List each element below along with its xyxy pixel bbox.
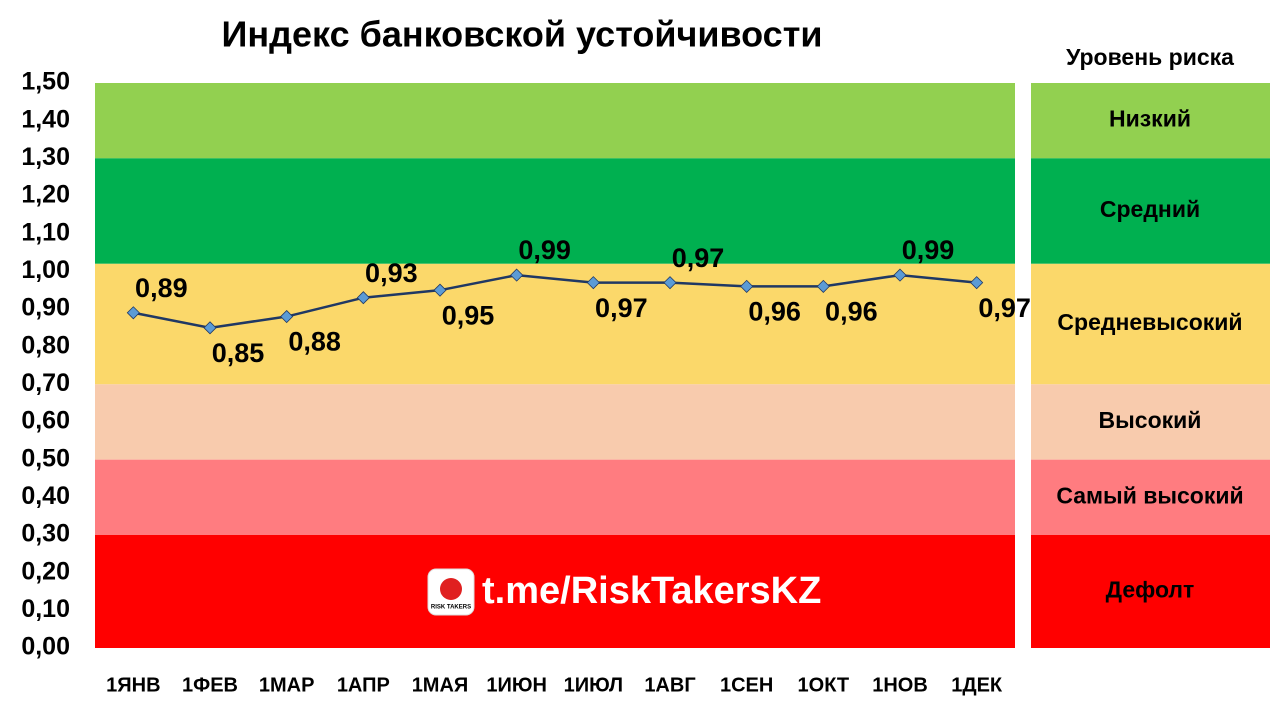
legend-label: Средневысокий [1057, 309, 1242, 335]
data-point [893, 268, 907, 282]
x-tick-label: 1ИЮН [486, 674, 547, 696]
data-point [816, 279, 830, 293]
data-point [433, 283, 447, 297]
data-label: 0,96 [748, 297, 801, 327]
data-point [740, 279, 754, 293]
data-point [586, 276, 600, 290]
y-tick-label: 0,40 [21, 482, 70, 510]
watermark: RISK TAKERS t.me/RiskTakersKZ [427, 568, 821, 616]
data-label: 0,99 [902, 235, 955, 265]
data-label: 0,88 [288, 327, 341, 357]
x-tick-label: 1ОКТ [798, 674, 850, 696]
chart-title: Индекс банковской устойчивости [222, 14, 823, 55]
x-tick-label: 1НОВ [872, 674, 928, 696]
x-tick-label: 1ИЮЛ [564, 674, 623, 696]
y-tick-label: 1,10 [21, 218, 70, 246]
risk-band [95, 83, 1015, 159]
x-tick-label: 1МАР [259, 674, 315, 696]
data-point [280, 309, 294, 324]
y-tick-label: 1,50 [21, 68, 70, 96]
legend-band [1031, 384, 1270, 460]
data-point [510, 268, 524, 282]
x-tick-label: 1ДЕК [951, 674, 1003, 696]
legend-band [1031, 535, 1270, 648]
x-tick-label: 1ЯНВ [106, 674, 160, 696]
data-point [203, 321, 217, 335]
y-tick-label: 0,70 [21, 369, 70, 397]
risk-band [95, 459, 1015, 535]
data-point [970, 276, 984, 290]
x-tick-label: 1АПР [337, 674, 390, 696]
y-tick-label: 1,30 [21, 143, 70, 171]
data-label: 0,89 [135, 273, 188, 303]
y-tick-label: 0,00 [21, 633, 70, 661]
y-tick-label: 0,50 [21, 444, 70, 472]
data-label: 0,95 [442, 300, 495, 330]
x-tick-label: 1АВГ [644, 674, 695, 696]
y-tick-label: 0,30 [21, 520, 70, 548]
legend-label: Дефолт [1106, 577, 1195, 603]
x-tick-label: 1ФЕВ [182, 674, 238, 696]
legend-band [1031, 459, 1270, 535]
x-tick-label: 1МАЯ [412, 674, 469, 696]
y-tick-label: 0,10 [21, 595, 70, 623]
data-point [663, 276, 677, 290]
data-point [356, 291, 370, 305]
legend-label: Средний [1100, 196, 1200, 222]
watermark-icon-text: RISK TAKERS [431, 605, 471, 611]
y-tick-label: 1,40 [21, 105, 70, 133]
data-label: 0,96 [825, 297, 878, 327]
legend-label: Самый высокий [1056, 482, 1243, 508]
watermark-text: t.me/RiskTakersKZ [482, 570, 821, 612]
legend-label: Высокий [1099, 407, 1202, 433]
series-line [133, 273, 977, 330]
y-tick-label: 0,60 [21, 407, 70, 435]
risk-band [95, 384, 1015, 460]
watermark-bomb [440, 578, 462, 600]
risk-band [95, 535, 1015, 648]
y-tick-label: 0,80 [21, 331, 70, 359]
data-label: 0,99 [518, 235, 571, 265]
legend-label: Низкий [1109, 106, 1191, 132]
y-tick-label: 1,00 [21, 256, 70, 284]
y-tick-label: 0,90 [21, 294, 70, 322]
risk-band [95, 158, 1015, 264]
data-label: 0,85 [212, 338, 265, 368]
data-label: 0,97 [672, 243, 725, 273]
legend-title: Уровень риска [1066, 44, 1234, 70]
risk-band [95, 263, 1015, 385]
y-tick-label: 1,20 [21, 181, 70, 209]
data-point [126, 306, 140, 320]
legend-band [1031, 158, 1270, 264]
legend-band [1031, 263, 1270, 385]
data-label: 0,97 [595, 293, 648, 323]
legend-band [1031, 83, 1270, 159]
y-tick-label: 0,20 [21, 557, 70, 585]
data-label: 0,93 [365, 258, 418, 288]
data-label: 0,97 [978, 293, 1031, 323]
x-tick-label: 1СЕН [720, 674, 773, 696]
